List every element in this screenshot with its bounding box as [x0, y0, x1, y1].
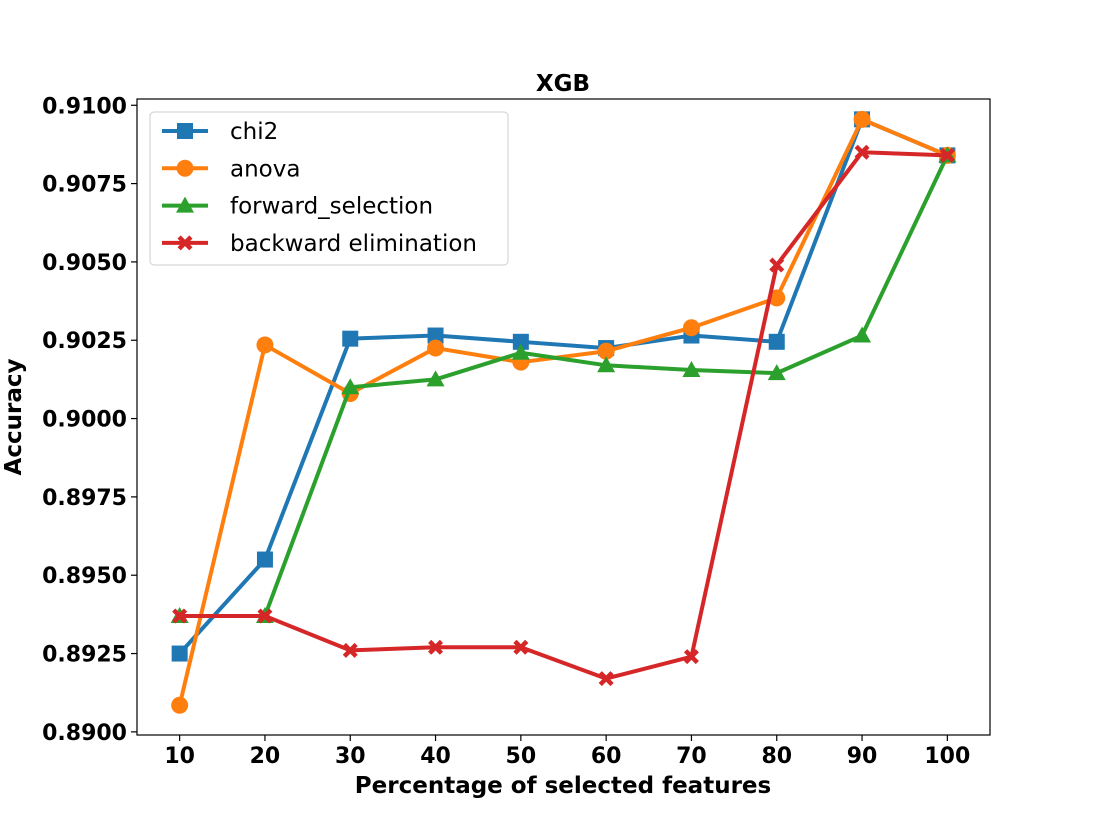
legend-marker [176, 196, 194, 213]
data-point [854, 144, 870, 160]
x-tick-label: 100 [924, 744, 970, 769]
series-backward-elimination [172, 144, 955, 687]
data-point [256, 336, 274, 354]
chart-title: XGB [536, 71, 590, 97]
data-point [768, 333, 785, 350]
legend-marker [177, 123, 193, 139]
legend-label: chi2 [230, 119, 278, 145]
data-point [426, 370, 445, 387]
legend-marker [177, 235, 193, 251]
legend-marker [176, 159, 194, 177]
legend-label: anova [230, 156, 300, 182]
x-axis: 10 20 30 40 50 60 70 80 90 100 [164, 735, 970, 769]
data-point [853, 110, 871, 128]
data-point [597, 342, 615, 360]
legend-item: anova [162, 156, 300, 182]
data-point [342, 330, 359, 347]
y-axis-label: Accuracy [1, 359, 27, 476]
plot-frame [136, 98, 991, 736]
y-tick-label: 0.9025 [42, 329, 127, 354]
x-tick-label: 70 [676, 744, 707, 769]
legend-item: backward elimination [162, 231, 477, 257]
y-tick-label: 0.9075 [42, 173, 127, 198]
data-point [428, 639, 444, 655]
data-point [769, 257, 785, 273]
data-point [682, 319, 700, 337]
series-line [177, 117, 950, 656]
legend-box [149, 111, 509, 266]
x-tick-label: 40 [420, 744, 451, 769]
data-point [683, 649, 699, 665]
y-tick-label: 0.9050 [42, 251, 127, 276]
data-point [341, 378, 360, 395]
x-tick-label: 90 [847, 744, 878, 769]
series-line [177, 153, 950, 618]
data-point [598, 671, 614, 687]
data-point [853, 326, 872, 343]
legend-label: backward elimination [230, 231, 477, 257]
data-point [513, 639, 529, 655]
data-point [171, 696, 189, 714]
legend-label: forward_selection [230, 194, 433, 220]
y-tick-label: 0.8900 [42, 721, 127, 746]
x-tick-label: 80 [761, 744, 792, 769]
y-axis: 0.8900 0.8925 0.8950 0.8975 0.9000 0.9025 0.90… [42, 94, 137, 746]
data-point [427, 327, 444, 344]
data-point [597, 356, 616, 373]
data-point [682, 361, 701, 378]
data-point [511, 343, 530, 360]
y-tick-label: 0.8975 [42, 486, 127, 511]
y-tick-label: 0.9100 [42, 94, 127, 119]
x-tick-label: 30 [335, 744, 366, 769]
legend: chi2 anova forward_selection backward elimi… [149, 111, 509, 266]
data-point [342, 642, 358, 658]
data-point [256, 551, 273, 568]
data-point [172, 608, 188, 624]
legend-item: forward_selection [162, 194, 433, 220]
y-tick-label: 0.9000 [42, 408, 127, 433]
y-tick-label: 0.8925 [42, 643, 127, 668]
x-tick-label: 60 [591, 744, 622, 769]
legend-item: chi2 [162, 119, 278, 145]
x-axis-label: Percentage of selected features [355, 773, 771, 799]
x-tick-label: 50 [506, 744, 537, 769]
data-point [427, 339, 445, 357]
data-point [171, 645, 188, 662]
plot-area [170, 110, 957, 714]
data-point [257, 608, 273, 624]
x-tick-label: 20 [250, 744, 281, 769]
x-tick-label: 10 [164, 744, 195, 769]
data-point [512, 333, 529, 350]
data-point [939, 147, 955, 163]
series-line [177, 150, 950, 681]
y-tick-label: 0.8950 [42, 564, 127, 589]
data-point [767, 364, 786, 381]
